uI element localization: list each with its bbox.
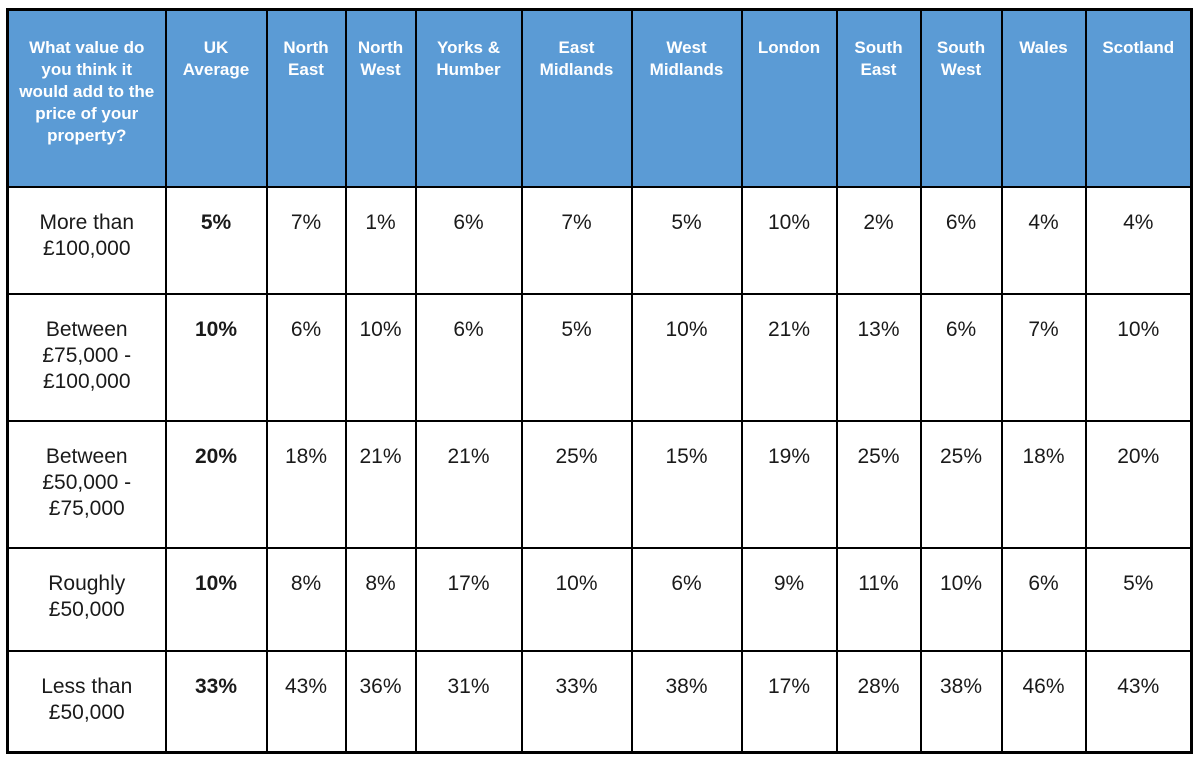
value-cell: 17% bbox=[414, 546, 523, 652]
value-cell: 4% bbox=[1084, 185, 1193, 295]
value-cell: 2% bbox=[835, 185, 922, 295]
value-cell: 10% bbox=[1084, 292, 1193, 422]
question-header-cell: What value do you think it would add to … bbox=[6, 8, 167, 188]
value-cell: 6% bbox=[919, 185, 1003, 295]
column-header-wales: Wales bbox=[1000, 8, 1087, 188]
value-cell: 43% bbox=[1084, 649, 1193, 754]
value-cell: 13% bbox=[835, 292, 922, 422]
table-row: Roughly £50,000 10% 8% 8% 17% 10% 6% 9% … bbox=[6, 546, 1193, 652]
value-cell-uk-average: 10% bbox=[164, 292, 268, 422]
value-cell: 19% bbox=[740, 419, 838, 549]
value-cell: 17% bbox=[740, 649, 838, 754]
value-cell: 21% bbox=[344, 419, 417, 549]
row-label: Between £75,000 - £100,000 bbox=[6, 292, 167, 422]
value-cell: 7% bbox=[265, 185, 347, 295]
value-cell-uk-average: 33% bbox=[164, 649, 268, 754]
value-cell: 28% bbox=[835, 649, 922, 754]
value-cell: 25% bbox=[520, 419, 633, 549]
table-row: More than £100,000 5% 7% 1% 6% 7% 5% 10%… bbox=[6, 185, 1193, 295]
value-cell: 10% bbox=[344, 292, 417, 422]
value-cell: 5% bbox=[520, 292, 633, 422]
table-row: Between £75,000 - £100,000 10% 6% 10% 6%… bbox=[6, 292, 1193, 422]
column-header-north-west: North West bbox=[344, 8, 417, 188]
value-cell: 6% bbox=[414, 292, 523, 422]
value-cell: 36% bbox=[344, 649, 417, 754]
column-header-north-east: North East bbox=[265, 8, 347, 188]
value-cell-uk-average: 20% bbox=[164, 419, 268, 549]
value-cell: 4% bbox=[1000, 185, 1087, 295]
value-cell: 21% bbox=[740, 292, 838, 422]
value-cell: 25% bbox=[919, 419, 1003, 549]
value-cell: 8% bbox=[265, 546, 347, 652]
value-cell: 38% bbox=[630, 649, 743, 754]
column-header-south-east: South East bbox=[835, 8, 922, 188]
column-header-london: London bbox=[740, 8, 838, 188]
column-header-east-midlands: East Midlands bbox=[520, 8, 633, 188]
value-cell-uk-average: 5% bbox=[164, 185, 268, 295]
value-cell: 18% bbox=[265, 419, 347, 549]
column-header-west-midlands: West Midlands bbox=[630, 8, 743, 188]
value-cell: 38% bbox=[919, 649, 1003, 754]
value-cell: 18% bbox=[1000, 419, 1087, 549]
value-cell: 7% bbox=[1000, 292, 1087, 422]
value-cell: 33% bbox=[520, 649, 633, 754]
column-header-yorks-humber: Yorks & Humber bbox=[414, 8, 523, 188]
value-cell: 5% bbox=[630, 185, 743, 295]
value-cell: 6% bbox=[414, 185, 523, 295]
value-cell: 15% bbox=[630, 419, 743, 549]
value-cell: 10% bbox=[630, 292, 743, 422]
value-cell: 25% bbox=[835, 419, 922, 549]
value-cell: 10% bbox=[520, 546, 633, 652]
table-row: Less than £50,000 33% 43% 36% 31% 33% 38… bbox=[6, 649, 1193, 754]
row-label: Roughly £50,000 bbox=[6, 546, 167, 652]
value-cell: 8% bbox=[344, 546, 417, 652]
column-header-scotland: Scotland bbox=[1084, 8, 1193, 188]
value-cell: 6% bbox=[265, 292, 347, 422]
value-cell: 10% bbox=[740, 185, 838, 295]
value-cell-uk-average: 10% bbox=[164, 546, 268, 652]
value-cell: 9% bbox=[740, 546, 838, 652]
column-header-south-west: South West bbox=[919, 8, 1003, 188]
value-cell: 6% bbox=[919, 292, 1003, 422]
row-label: More than £100,000 bbox=[6, 185, 167, 295]
value-cell: 31% bbox=[414, 649, 523, 754]
value-cell: 46% bbox=[1000, 649, 1087, 754]
row-label: Less than £50,000 bbox=[6, 649, 167, 754]
column-header-uk-average: UK Average bbox=[164, 8, 268, 188]
value-cell: 43% bbox=[265, 649, 347, 754]
property-value-survey-table: What value do you think it would add to … bbox=[6, 8, 1193, 754]
table-row: Between £50,000 - £75,000 20% 18% 21% 21… bbox=[6, 419, 1193, 549]
value-cell: 6% bbox=[630, 546, 743, 652]
row-label: Between £50,000 - £75,000 bbox=[6, 419, 167, 549]
value-cell: 11% bbox=[835, 546, 922, 652]
value-cell: 1% bbox=[344, 185, 417, 295]
value-cell: 10% bbox=[919, 546, 1003, 652]
value-cell: 20% bbox=[1084, 419, 1193, 549]
value-cell: 5% bbox=[1084, 546, 1193, 652]
value-cell: 21% bbox=[414, 419, 523, 549]
value-cell: 7% bbox=[520, 185, 633, 295]
header-row: What value do you think it would add to … bbox=[6, 8, 1193, 188]
value-cell: 6% bbox=[1000, 546, 1087, 652]
